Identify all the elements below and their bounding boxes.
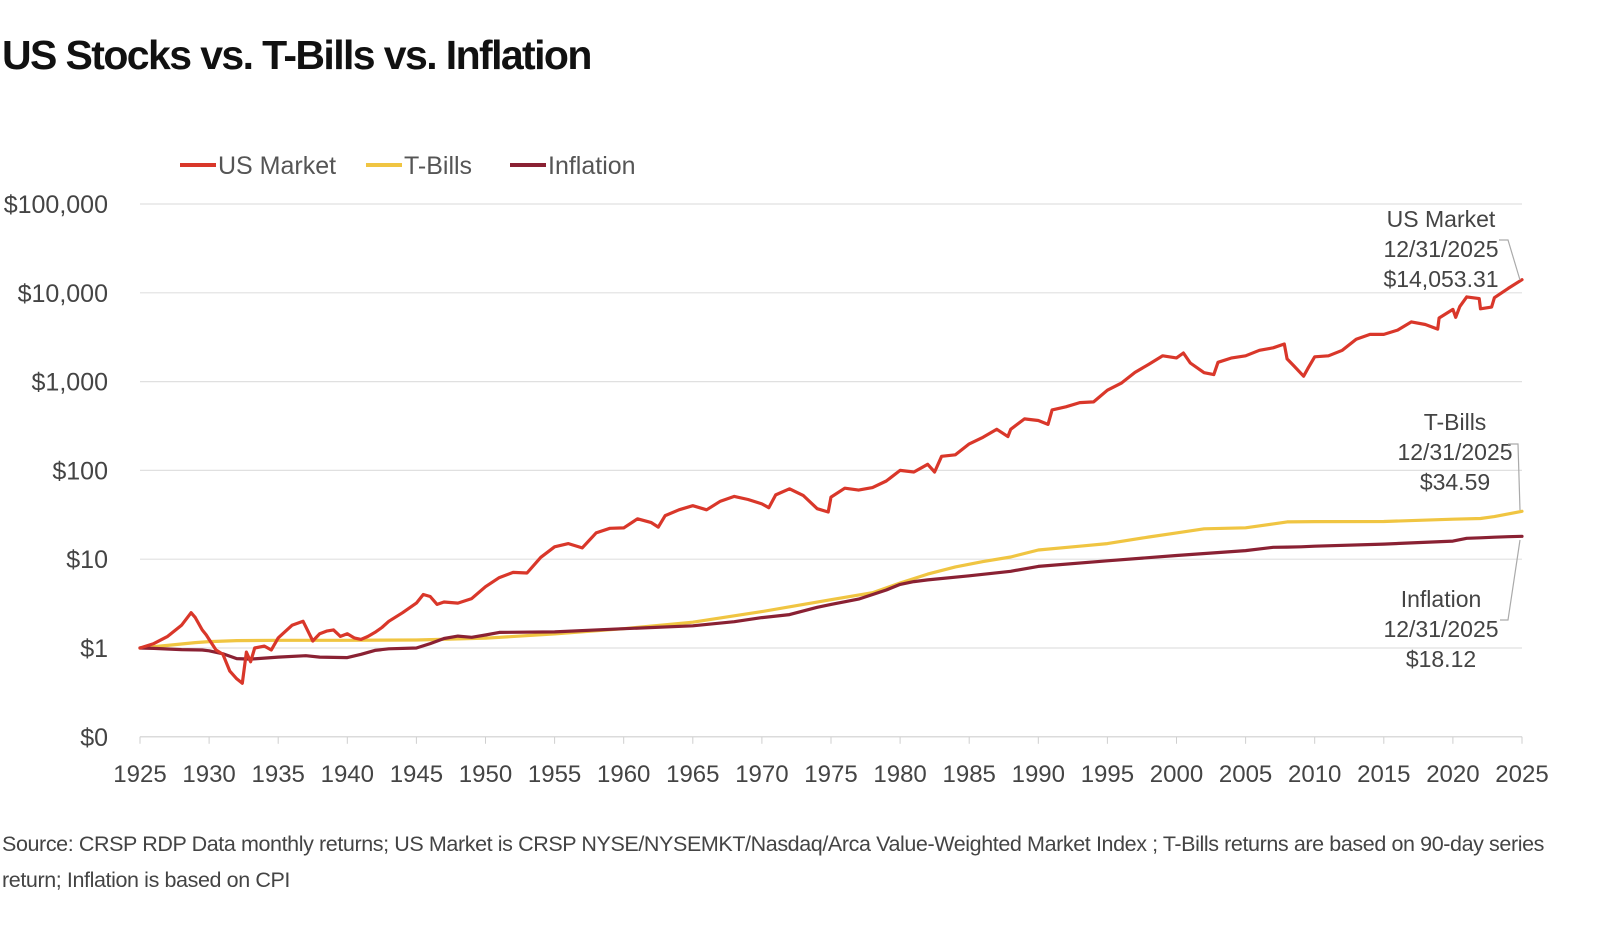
x-tick-label: 1995: [1081, 761, 1134, 788]
x-tick-label: 2010: [1288, 761, 1341, 788]
annotation-text: T-Bills: [1424, 409, 1487, 435]
x-tick-label: 1955: [528, 761, 581, 788]
end-value-annotations: US Market 12/31/2025 $14,053.31 T-Bills 12/3…: [1383, 206, 1521, 672]
chart-title: US Stocks vs. T-Bills vs. Inflation: [2, 32, 592, 78]
x-tick-label: 2025: [1495, 761, 1548, 788]
x-tick-label: 1945: [390, 761, 443, 788]
x-axis-tick-labels: 1925 1930 1935 1940 1945 1950 1955 1960 1965 1970…: [113, 761, 1548, 788]
x-tick-label: 2020: [1426, 761, 1479, 788]
x-tick-label: 1930: [182, 761, 235, 788]
y-tick-label: $10,000: [18, 280, 108, 308]
x-tick-label: 1985: [943, 761, 996, 788]
y-tick-label: $10: [66, 546, 108, 574]
x-tick-label: 1980: [873, 761, 926, 788]
gridlines: [139, 203, 1523, 744]
y-tick-label: $100,000: [4, 191, 108, 219]
annotation-leader: [1508, 443, 1521, 511]
annotation-leader: [1500, 539, 1521, 621]
series-lines: [138, 278, 1524, 685]
annotation-text: US Market: [1387, 206, 1496, 232]
y-axis-tick-labels: $100,000 $10,000 $1,000 $100 $10 $1 $0: [4, 191, 108, 752]
line-chart: $100,000 $10,000 $1,000 $100 $10 $1 $0 1925 193…: [4, 152, 1549, 788]
annotation-leader: [1499, 239, 1521, 281]
x-tick-label: 2000: [1150, 761, 1203, 788]
x-tick-label: 1925: [113, 761, 166, 788]
series-line-us-market: [138, 278, 1524, 685]
legend-label: T-Bills: [404, 152, 472, 180]
series-line-t-bills: [138, 509, 1524, 650]
x-tick-label: 2005: [1219, 761, 1272, 788]
y-tick-label: $0: [80, 724, 108, 752]
legend-label: US Market: [218, 152, 336, 180]
x-tick-label: 2015: [1357, 761, 1410, 788]
legend-label: Inflation: [548, 152, 636, 180]
annotation-text: 12/31/2025: [1383, 236, 1498, 262]
annotation-text: 12/31/2025: [1383, 616, 1498, 642]
y-tick-label: $1: [80, 635, 108, 663]
x-tick-label: 1970: [735, 761, 788, 788]
x-tick-label: 1965: [666, 761, 719, 788]
annotation-text: Inflation: [1401, 586, 1482, 612]
annotation-text: $18.12: [1406, 646, 1476, 672]
x-tick-label: 1950: [459, 761, 512, 788]
x-tick-label: 1940: [321, 761, 374, 788]
x-tick-label: 1990: [1012, 761, 1065, 788]
series-line-inflation: [138, 534, 1524, 661]
x-tick-label: 1935: [252, 761, 305, 788]
y-tick-label: $100: [52, 457, 108, 485]
source-note: Source: CRSP RDP Data monthly returns; U…: [2, 832, 1545, 892]
x-tick-label: 1975: [804, 761, 857, 788]
annotation-text: 12/31/2025: [1397, 439, 1512, 465]
annotation-text: $14,053.31: [1383, 266, 1498, 292]
legend: US Market T-Bills Inflation: [180, 152, 636, 180]
x-tick-label: 1960: [597, 761, 650, 788]
annotation-text: $34.59: [1420, 469, 1490, 495]
y-tick-label: $1,000: [32, 369, 108, 397]
